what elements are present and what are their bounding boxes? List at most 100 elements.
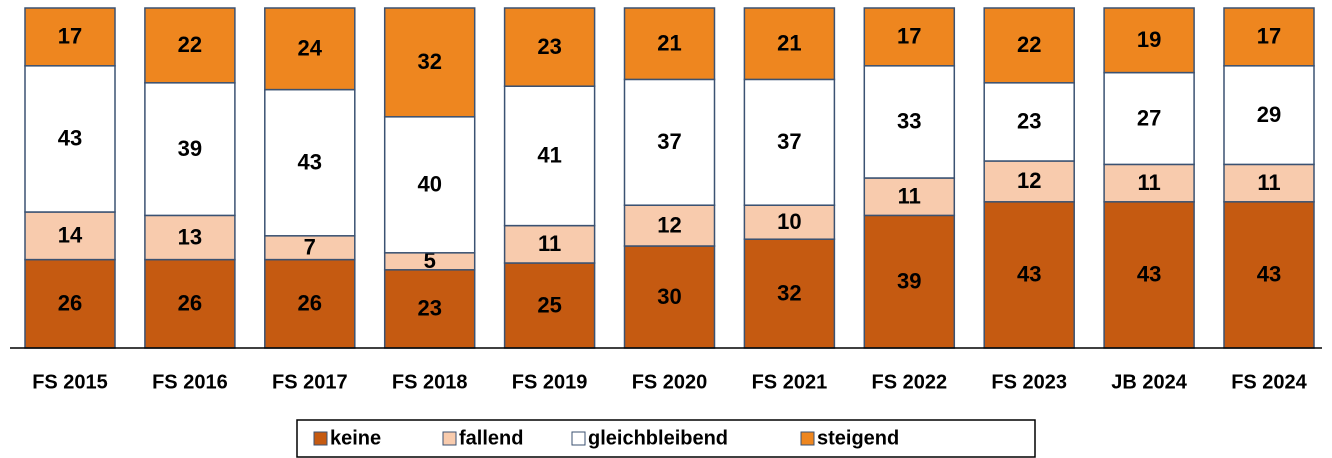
data-label: 13 bbox=[178, 224, 202, 249]
data-label: 17 bbox=[1257, 24, 1281, 49]
data-label: 19 bbox=[1137, 27, 1161, 52]
bar-segment bbox=[144, 214, 236, 261]
data-label: 11 bbox=[1137, 170, 1160, 195]
x-tick-label: FS 2022 bbox=[871, 371, 947, 393]
legend-swatch bbox=[571, 431, 586, 446]
data-label: 41 bbox=[537, 143, 561, 168]
data-label: 21 bbox=[777, 31, 801, 56]
data-label: 26 bbox=[58, 291, 82, 316]
data-label: 11 bbox=[538, 231, 561, 256]
x-tick-label: FS 2019 bbox=[512, 371, 588, 393]
x-tick-label: FS 2018 bbox=[392, 371, 468, 393]
data-label: 22 bbox=[1017, 32, 1041, 57]
x-tick-label: FS 2016 bbox=[152, 371, 228, 393]
bar-segment bbox=[1103, 7, 1195, 74]
bar-segment bbox=[743, 7, 836, 81]
data-label: 43 bbox=[298, 150, 322, 175]
data-label: 26 bbox=[298, 291, 322, 316]
bar-segment bbox=[983, 160, 1075, 203]
data-label: 37 bbox=[777, 129, 801, 154]
data-label: 12 bbox=[1017, 168, 1041, 193]
bar-segment bbox=[1103, 71, 1195, 166]
legend-label: steigend bbox=[817, 427, 899, 449]
data-label: 24 bbox=[298, 36, 323, 61]
data-label: 33 bbox=[897, 109, 921, 134]
bar-segment bbox=[983, 201, 1075, 349]
data-label: 43 bbox=[58, 126, 82, 151]
bar-segment bbox=[24, 258, 116, 349]
bar-segment bbox=[743, 238, 836, 349]
data-label: 17 bbox=[897, 24, 921, 49]
bar-segment bbox=[24, 7, 116, 67]
bar-segment bbox=[144, 82, 236, 217]
data-label: 23 bbox=[537, 34, 561, 59]
bar-segment bbox=[24, 211, 116, 261]
x-tick-label: FS 2020 bbox=[632, 371, 708, 393]
legend-label: gleichbleibend bbox=[588, 427, 728, 449]
data-label: 43 bbox=[1137, 262, 1161, 287]
bar-segment bbox=[983, 82, 1075, 162]
data-label: 5 bbox=[424, 248, 436, 273]
data-label: 43 bbox=[1257, 262, 1281, 287]
legend-label: keine bbox=[330, 427, 381, 449]
data-label: 25 bbox=[537, 292, 561, 317]
x-tick-label: FS 2024 bbox=[1231, 371, 1307, 393]
data-label: 22 bbox=[178, 32, 202, 57]
bar-segment bbox=[503, 224, 596, 264]
data-label: 14 bbox=[58, 223, 83, 248]
data-label: 23 bbox=[1017, 109, 1041, 134]
bar-segment bbox=[383, 7, 476, 118]
data-label: 30 bbox=[657, 284, 681, 309]
bar-segment bbox=[1223, 201, 1315, 349]
legend-label: fallend bbox=[459, 427, 523, 449]
bar-segment bbox=[1103, 201, 1195, 349]
bar-segment bbox=[983, 7, 1075, 84]
bar-segment bbox=[863, 65, 956, 179]
data-label: 10 bbox=[777, 209, 801, 234]
data-label: 27 bbox=[1137, 105, 1161, 130]
legend-swatch bbox=[442, 431, 457, 446]
bar-segment bbox=[503, 85, 596, 227]
x-tick-label: FS 2015 bbox=[32, 371, 108, 393]
x-tick-label: JB 2024 bbox=[1111, 371, 1187, 393]
data-label: 37 bbox=[657, 129, 681, 154]
data-label: 17 bbox=[58, 24, 82, 49]
data-label: 39 bbox=[178, 136, 202, 161]
bar-segment bbox=[743, 78, 836, 206]
data-label: 21 bbox=[657, 31, 681, 56]
bar-segment bbox=[1223, 163, 1315, 203]
bar-segment bbox=[863, 7, 956, 67]
bar-segment bbox=[383, 116, 476, 254]
bar-segment bbox=[623, 245, 716, 349]
bar-segment bbox=[623, 7, 716, 81]
bar-segment bbox=[623, 78, 716, 206]
data-label: 11 bbox=[898, 184, 921, 209]
data-label: 23 bbox=[417, 296, 441, 321]
x-tick-label: FS 2017 bbox=[272, 371, 348, 393]
bar-segment bbox=[503, 7, 596, 87]
data-label: 26 bbox=[178, 291, 202, 316]
bar-segment bbox=[264, 7, 356, 91]
legend-swatch bbox=[800, 431, 815, 446]
bar-segment bbox=[144, 7, 236, 84]
data-label: 43 bbox=[1017, 262, 1041, 287]
bar-segment bbox=[1223, 65, 1315, 166]
data-label: 32 bbox=[417, 49, 441, 74]
legend-box bbox=[296, 419, 1036, 458]
bar-segment bbox=[623, 204, 716, 247]
bar-segment bbox=[863, 214, 956, 349]
bar-segment bbox=[1223, 7, 1315, 67]
data-label: 32 bbox=[777, 280, 801, 305]
data-label: 11 bbox=[1257, 170, 1280, 195]
data-label: 12 bbox=[657, 212, 681, 237]
data-label: 7 bbox=[304, 235, 316, 260]
x-tick-label: FS 2023 bbox=[991, 371, 1067, 393]
legend-swatch bbox=[313, 431, 328, 446]
data-label: 40 bbox=[417, 172, 441, 197]
bar-segment bbox=[743, 204, 836, 240]
data-label: 29 bbox=[1257, 102, 1281, 127]
x-tick-label: FS 2021 bbox=[752, 371, 828, 393]
bar-segment bbox=[383, 269, 476, 349]
data-label: 39 bbox=[897, 269, 921, 294]
